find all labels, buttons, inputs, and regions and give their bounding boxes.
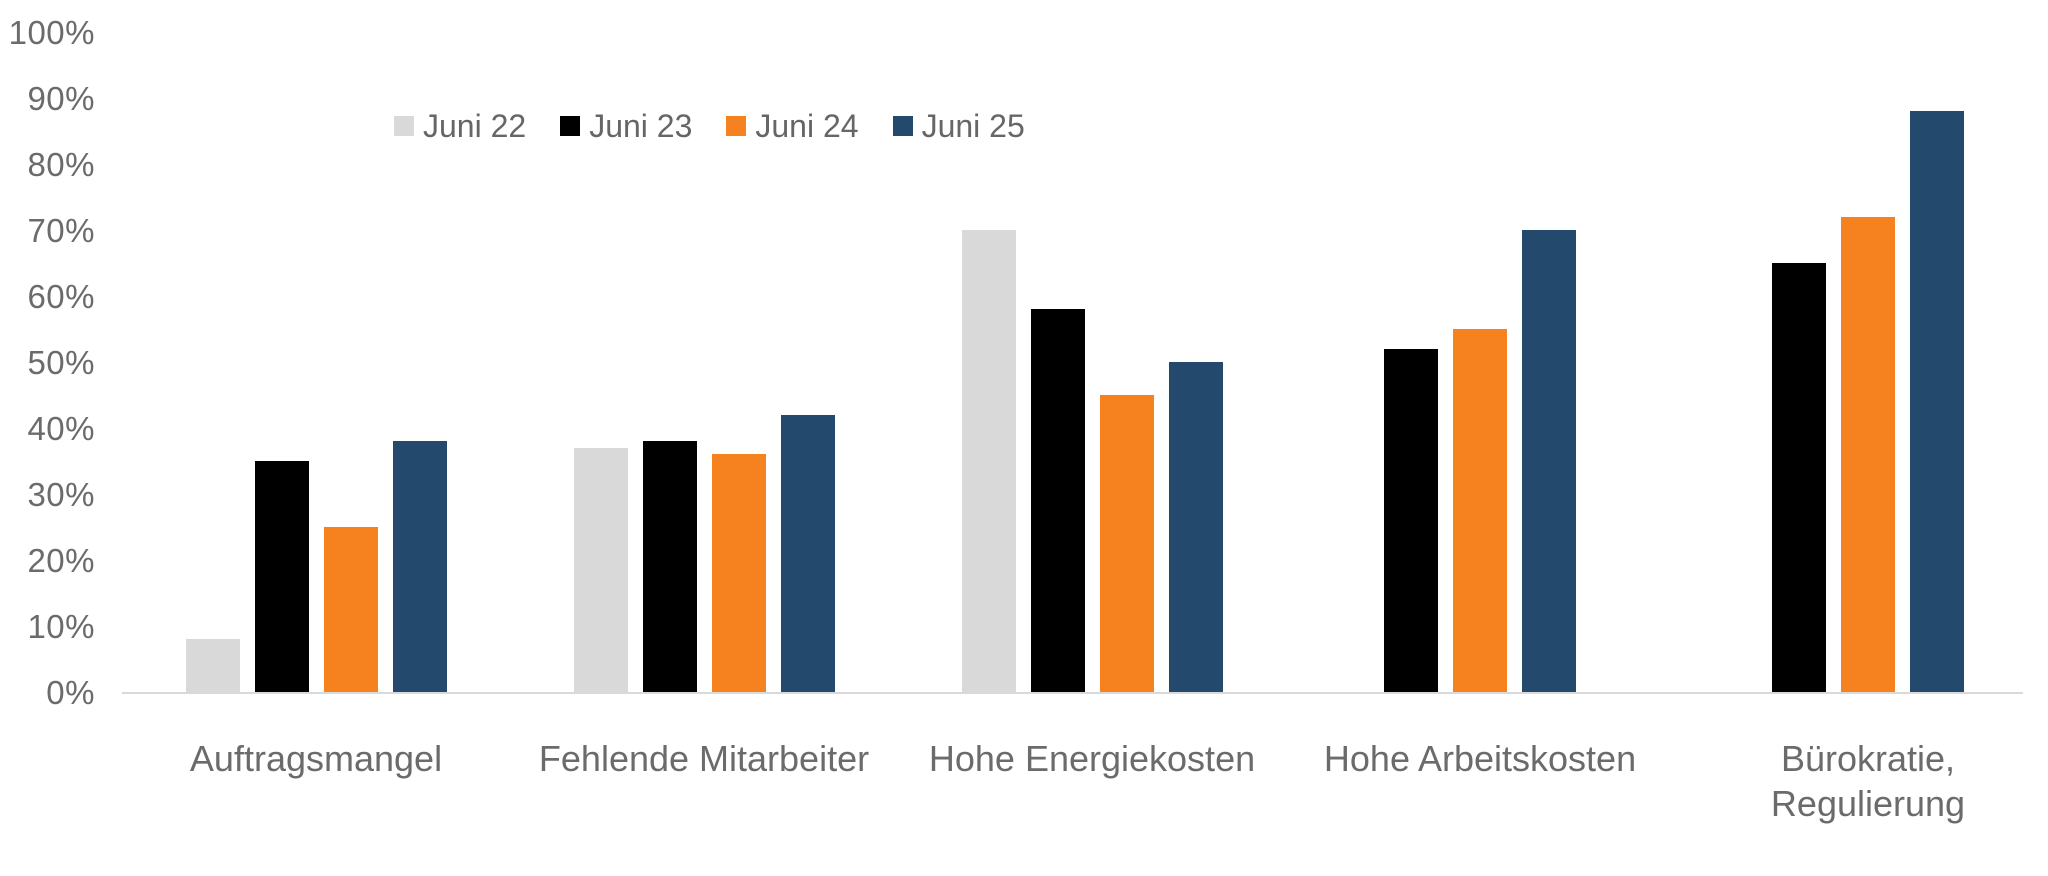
- bar-juni-24-hohe-energiekosten: [1099, 395, 1154, 692]
- y-tick-label-30: 30%: [27, 476, 95, 513]
- bar-juni-22-hohe-energiekosten: [961, 230, 1016, 692]
- y-tick-label-40: 40%: [27, 410, 95, 447]
- bar-juni-24-b-rokratie-regulierung: [1841, 217, 1895, 692]
- bar-juni-23-hohe-energiekosten: [1030, 309, 1085, 692]
- category-label-auftragsmangel: Auftragsmangel: [189, 738, 443, 779]
- bar-juni-25-auftragsmangel: [392, 441, 447, 692]
- bar-juni-23-fehlende-mitarbeiter: [642, 441, 697, 692]
- legend: Juni 22 Juni 23 Juni 24 Juni 25: [394, 103, 1025, 149]
- y-tick-label-0: 0%: [46, 674, 95, 711]
- y-tick-label-100: 100%: [8, 14, 95, 51]
- bar-juni-22-fehlende-mitarbeiter: [573, 448, 628, 692]
- bar-juni-25-hohe-energiekosten: [1168, 362, 1223, 692]
- bar-juni-22-auftragsmangel: [185, 639, 240, 692]
- category-label-fehlende-mitarbeiter: Fehlende Mitarbeiter: [538, 738, 870, 779]
- y-tick-label-20: 20%: [27, 542, 95, 579]
- legend-item-juni-25: Juni 25: [892, 107, 1025, 145]
- legend-swatch-icon-juni-23: [560, 116, 581, 136]
- legend-swatch-icon-juni-22: [394, 116, 414, 136]
- bar-juni-23-auftragsmangel: [254, 461, 309, 692]
- bar-juni-25-fehlende-mitarbeiter: [780, 415, 835, 692]
- bar-juni-25-hohe-arbeitskosten: [1522, 230, 1576, 692]
- bar-juni-24-hohe-arbeitskosten: [1453, 329, 1507, 692]
- category-label-hohe-arbeitskosten: Hohe Arbeitskosten: [1323, 738, 1637, 779]
- legend-item-juni-22: Juni 22: [394, 108, 526, 145]
- y-tick-label-60: 60%: [27, 278, 95, 315]
- y-tick-label-50: 50%: [27, 344, 95, 381]
- category-label-hohe-energiekosten: Hohe Energiekosten: [928, 738, 1256, 779]
- legend-label-juni-24: Juni 24: [755, 107, 859, 144]
- category-label-b-rokratie-regulierung: Bürokratie, Regulierung: [1770, 738, 1966, 824]
- legend-item-juni-24: Juni 24: [726, 107, 859, 145]
- y-tick-label-10: 10%: [27, 608, 95, 645]
- legend-swatch-icon-juni-25: [892, 116, 913, 136]
- y-tick-label-80: 80%: [27, 146, 95, 183]
- legend-label-juni-23: Juni 23: [589, 107, 693, 144]
- bar-juni-25-b-rokratie-regulierung: [1910, 111, 1964, 692]
- legend-label-juni-25: Juni 25: [921, 107, 1025, 144]
- bar-juni-23-b-rokratie-regulierung: [1772, 263, 1826, 692]
- bar-juni-23-hohe-arbeitskosten: [1384, 349, 1438, 692]
- bar-juni-24-fehlende-mitarbeiter: [711, 454, 766, 692]
- legend-swatch-icon-juni-24: [726, 116, 747, 136]
- bar-juni-24-auftragsmangel: [323, 527, 378, 692]
- legend-item-juni-23: Juni 23: [560, 108, 692, 145]
- legend-label-juni-22: Juni 22: [423, 107, 527, 144]
- y-tick-label-90: 90%: [27, 80, 95, 117]
- y-tick-label-70: 70%: [27, 212, 95, 249]
- x-axis-line: [122, 692, 2023, 694]
